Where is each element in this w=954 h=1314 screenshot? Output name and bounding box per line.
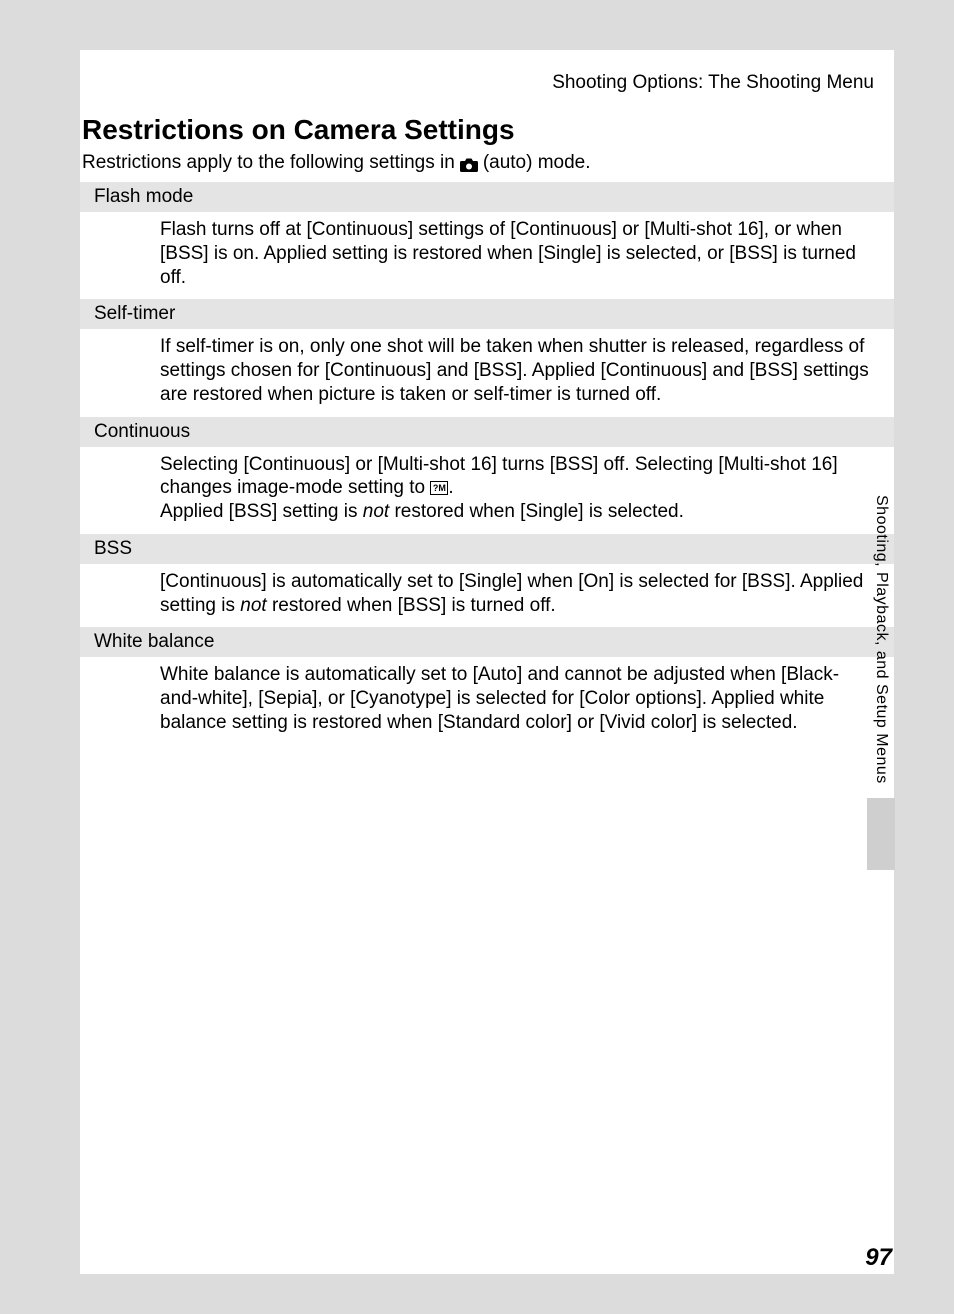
page-number: 97 [865,1244,892,1272]
section-body-continuous: Selecting [Continuous] or [Multi-shot 16… [80,447,894,534]
side-tab-label: Shooting, Playback, and Setup Menus [872,495,890,784]
continuous-p2a: Applied [BSS] setting is [160,501,363,522]
side-tab-marker [867,798,895,870]
page-content: Shooting Options: The Shooting Menu Rest… [80,50,894,1274]
section-body-wb: White balance is automatically set to [A… [80,657,894,744]
section-header-wb: White balance [80,627,894,657]
section-body-bss: [Continuous] is automatically set to [Si… [80,564,894,628]
bss-p1-italic: not [240,595,266,616]
section-header-bss: BSS [80,534,894,564]
intro-after: (auto) mode. [483,152,591,174]
bss-p1b: restored when [BSS] is turned off. [267,595,556,616]
intro-before: Restrictions apply to the following sett… [82,152,455,174]
page-title: Restrictions on Camera Settings [80,102,894,152]
breadcrumb: Shooting Options: The Shooting Menu [80,50,894,102]
section-header-continuous: Continuous [80,417,894,447]
continuous-p1b: . [448,477,453,498]
continuous-p2-italic: not [363,501,389,522]
section-body-selftimer: If self-timer is on, only one shot will … [80,329,894,416]
section-header-flash: Flash mode [80,182,894,212]
side-tab: Shooting, Playback, and Setup Menus [866,495,896,870]
camera-icon [459,156,479,171]
intro-text: Restrictions apply to the following sett… [80,152,894,182]
section-body-flash: Flash turns off at [Continuous] settings… [80,212,894,299]
continuous-p1a: Selecting [Continuous] or [Multi-shot 16… [160,454,838,499]
continuous-p2b: restored when [Single] is selected. [389,501,684,522]
section-header-selftimer: Self-timer [80,299,894,329]
mode-icon: ?M [430,481,448,495]
